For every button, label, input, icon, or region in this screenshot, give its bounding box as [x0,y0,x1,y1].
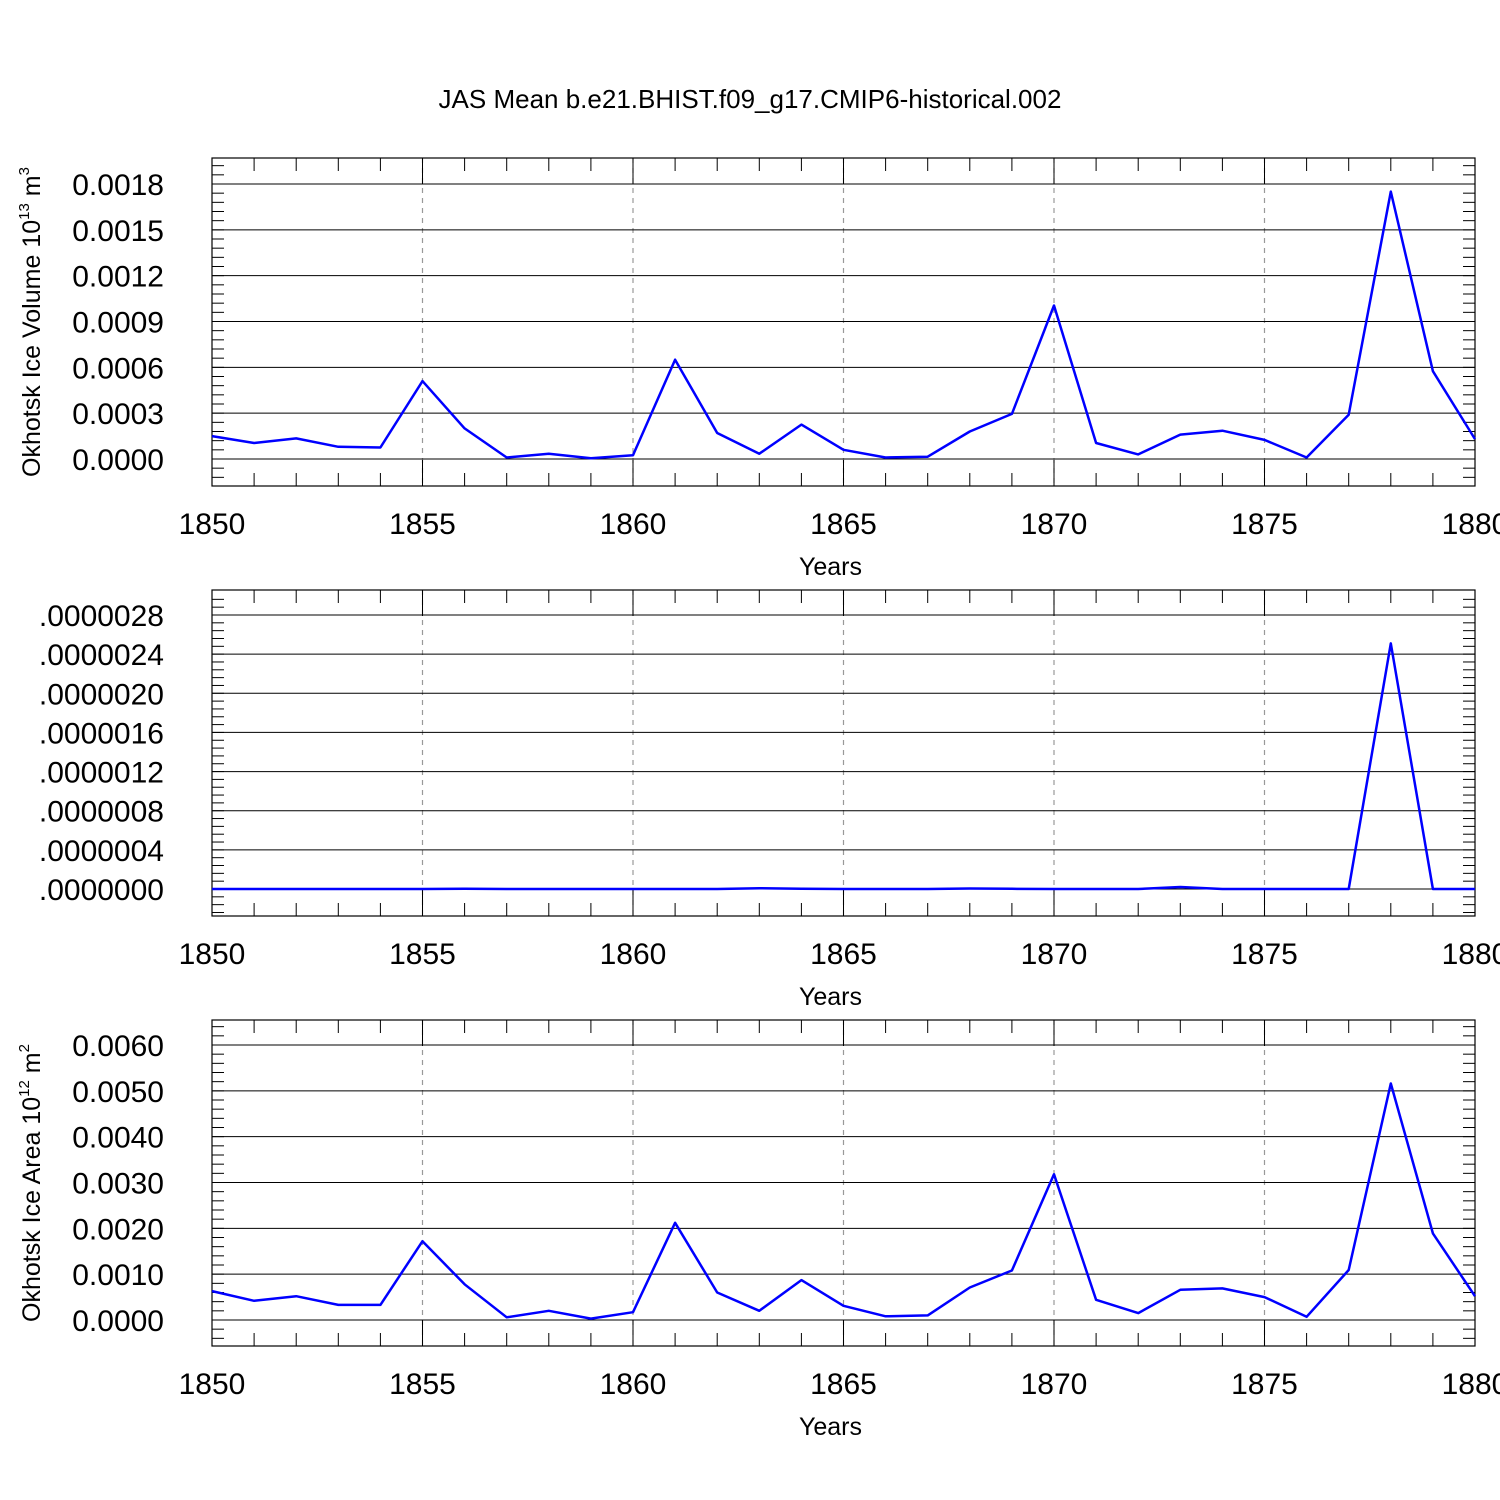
x-tick-label: 1870 [1021,508,1088,541]
y-tick-label: .0000008 [39,796,164,829]
x-tick-label: 1870 [1021,1368,1088,1401]
x-tick-label: 1875 [1231,508,1298,541]
y-tick-label: 0.0040 [72,1122,164,1155]
y-tick-label: .0000012 [39,757,164,790]
y-tick-label: .0000000 [39,874,164,907]
y-tick-label: 0.0003 [72,398,164,431]
x-tick-label: 1860 [600,508,667,541]
x-tick-label: 1850 [179,938,246,971]
x-tick-label: 1855 [389,938,456,971]
x-axis-label: Years [799,1413,862,1441]
y-tick-label: 0.0000 [72,1305,164,1338]
y-tick-label: 0.0018 [72,169,164,202]
x-tick-label: 1865 [810,938,877,971]
x-tick-label: 1855 [389,1368,456,1401]
y-tick-label: 0.0015 [72,215,164,248]
y-tick-label: 0.0020 [72,1213,164,1246]
y-tick-label: .0000016 [39,717,164,750]
y-tick-label: 0.0010 [72,1259,164,1292]
y-axis-label: Okhotsk Ice Area 1012 m2 [16,1044,46,1322]
y-tick-label: .0000028 [39,600,164,633]
x-tick-label: 1860 [600,1368,667,1401]
y-tick-label: 0.0012 [72,261,164,294]
x-tick-label: 1855 [389,508,456,541]
y-tick-label: 0.0006 [72,352,164,385]
x-tick-label: 1860 [600,938,667,971]
plot-frame [211,589,1476,917]
y-axis-label: Okhotsk Ice Volume 1013 m3 [16,167,46,477]
plot-frame [211,1019,1476,1347]
plot-frame [211,157,1476,487]
y-tick-label: 0.0050 [72,1076,164,1109]
x-tick-label: 1850 [179,1368,246,1401]
x-tick-label: 1870 [1021,938,1088,971]
x-axis-label: Years [799,983,862,1011]
y-tick-label: 0.0009 [72,307,164,340]
y-tick-label: 0.0060 [72,1030,164,1063]
x-tick-label: 1865 [810,508,877,541]
y-tick-label: 0.0030 [72,1168,164,1201]
y-tick-label: .0000020 [39,678,164,711]
y-tick-label: .0000004 [39,835,164,868]
x-tick-label: 1875 [1231,1368,1298,1401]
y-tick-label: 0.0000 [72,444,164,477]
x-axis-label: Years [799,553,862,581]
figure-title: JAS Mean b.e21.BHIST.f09_g17.CMIP6-histo… [439,84,1062,114]
x-tick-label: 1850 [179,508,246,541]
x-tick-label: 1875 [1231,938,1298,971]
x-tick-label: 1865 [810,1368,877,1401]
y-tick-label: .0000024 [39,639,164,672]
